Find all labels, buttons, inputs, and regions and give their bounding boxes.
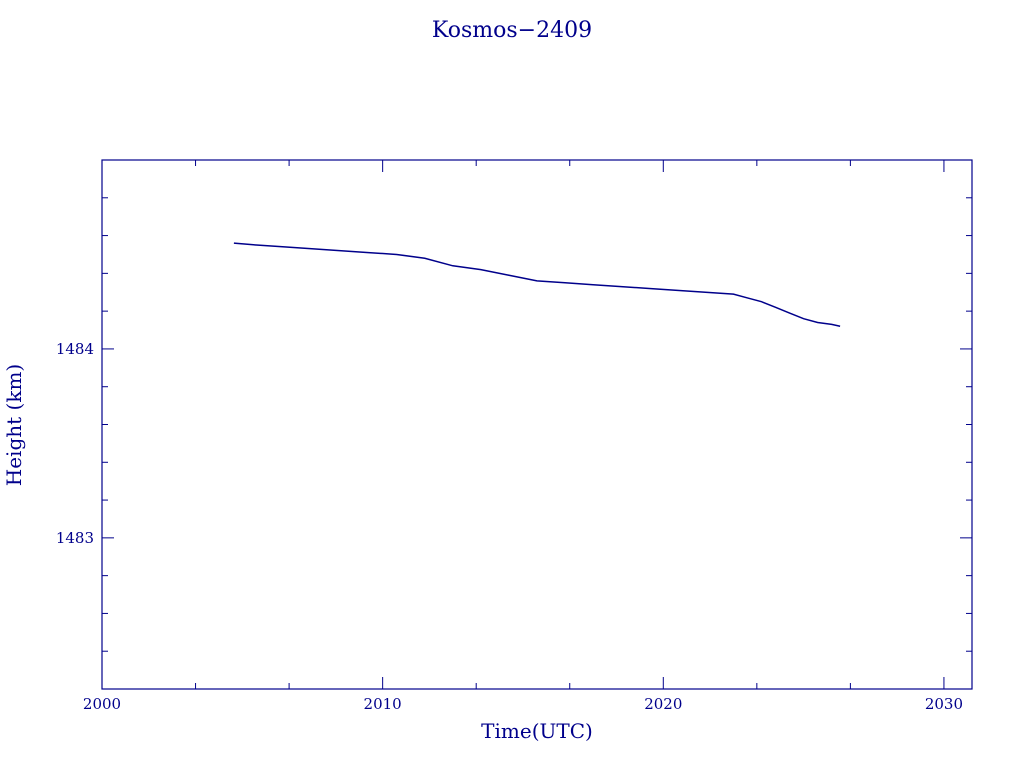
x-tick-label: 2030 [925,695,963,713]
axis-ticks [101,159,972,690]
y-tick-label: 1483 [56,529,94,547]
chart-title: Kosmos−2409 [432,18,592,43]
plot-frame [101,159,973,690]
series-line [233,242,841,327]
y-tick-label: 1484 [56,340,94,358]
x-axis-label: Time(UTC) [481,719,593,743]
y-axis-label: Height (km) [2,364,26,486]
x-tick-label: 2000 [83,695,121,713]
axis-tick-labels: 2000 2010 2020 2030 1483 1484 [56,340,963,713]
x-tick-label: 2020 [644,695,682,713]
x-tick-label: 2010 [364,695,402,713]
